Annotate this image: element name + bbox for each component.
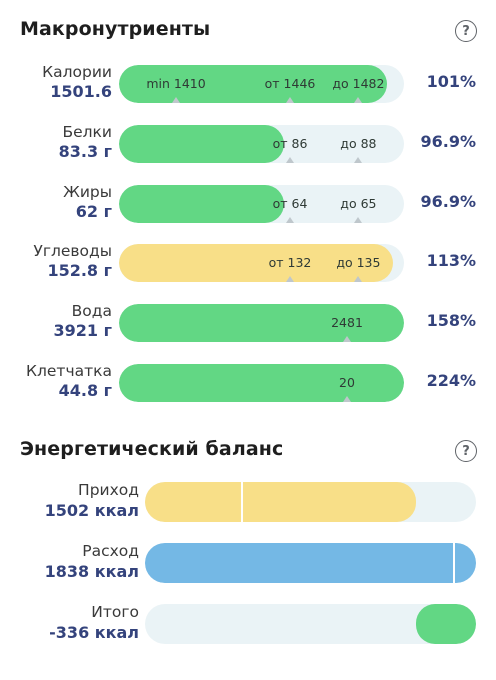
target-marker-label: до 1482 [332,76,385,91]
target-marker-label: 20 [339,375,355,390]
energy-row[interactable]: Итого -336 ккал [0,602,496,646]
macro-value: 1501.6 [50,82,112,101]
progress-fill [119,364,404,402]
macro-name: Клетчатка [25,362,112,380]
energy-track [145,543,476,583]
progress-track: 20 [119,364,404,402]
energy-fill [416,604,476,644]
energy-value: 1502 ккал [44,501,139,520]
question-circle-icon[interactable]: ? [455,20,477,42]
energy-fill [145,543,476,583]
energy-balance-title: Энергетический баланс [20,438,284,460]
segment-divider [452,543,455,583]
energy-row[interactable]: Расход 1838 ккал [0,541,496,585]
macro-label: Белки 83.3 г [59,123,112,162]
energy-label: Расход 1838 ккал [45,541,139,582]
question-circle-icon[interactable]: ? [455,440,477,462]
macro-percent: 96.9% [420,132,476,151]
target-marker-label: 2481 [331,315,363,330]
progress-track: от 86 до 88 [119,125,404,163]
macro-row[interactable]: Калории 1501.6 min 1410 от 1446 до 1482 101% [0,63,496,105]
macro-row[interactable]: Углеводы 152.8 г от 132 до 135 113% [0,242,496,284]
macro-percent: 101% [426,72,476,91]
energy-value: -336 ккал [49,623,139,642]
marker-caret-icon [354,276,363,282]
progress-track: от 64 до 65 [119,185,404,223]
marker-caret-icon [343,336,351,342]
target-marker-label: до 65 [340,196,377,211]
macro-percent: 158% [426,311,476,330]
energy-name: Расход [82,542,139,560]
target-marker-label: от 86 [272,136,308,151]
macro-name: Углеводы [33,242,112,260]
progress-fill [119,65,387,103]
macro-name: Белки [62,123,112,141]
macro-name: Вода [71,302,112,320]
target-marker-label: от 132 [268,255,312,270]
marker-caret-icon [354,97,363,103]
energy-name: Приход [78,481,139,499]
marker-caret-icon [286,157,294,163]
energy-track [145,604,476,644]
marker-caret-icon [354,217,363,223]
macro-label: Жиры 62 г [63,183,112,222]
macro-value: 44.8 г [58,381,112,400]
marker-caret-icon [286,276,294,282]
macronutrients-title: Макронутриенты [20,18,211,40]
macro-row[interactable]: Белки 83.3 г от 86 до 88 96.9% [0,123,496,165]
target-marker-label: от 1446 [264,76,316,91]
macro-row[interactable]: Вода 3921 г 2481 158% [0,302,496,344]
progress-fill [119,185,285,223]
macro-name: Калории [42,63,112,81]
energy-label: Приход 1502 ккал [45,480,139,521]
progress-track: от 132 до 135 [119,244,404,282]
energy-row[interactable]: Приход 1502 ккал [0,480,496,524]
progress-track: 2481 [119,304,404,342]
energy-value: 1838 ккал [44,562,139,581]
macro-name: Жиры [63,183,112,201]
marker-caret-icon [286,217,294,223]
marker-caret-icon [172,97,180,103]
marker-caret-icon [354,157,363,163]
macro-percent: 96.9% [420,192,476,211]
segment-divider [240,482,243,522]
macro-value: 62 г [75,202,112,221]
progress-fill [119,304,404,342]
energy-name: Итого [91,603,139,621]
progress-track: min 1410 от 1446 до 1482 [119,65,404,103]
macro-label: Калории 1501.6 [42,63,112,102]
progress-fill [119,125,285,163]
target-marker-label: от 64 [272,196,308,211]
energy-label: Итого -336 ккал [49,602,139,643]
macro-value: 152.8 г [47,261,112,280]
target-marker-label: до 135 [336,255,381,270]
macro-percent: 224% [426,371,476,390]
macro-value: 83.3 г [58,142,112,161]
energy-track [145,482,476,522]
progress-fill [119,244,393,282]
target-marker-label: min 1410 [146,76,206,91]
macro-percent: 113% [426,251,476,270]
macro-label: Углеводы 152.8 г [33,242,112,281]
macro-value: 3921 г [53,321,112,340]
target-marker-label: до 88 [340,136,377,151]
marker-caret-icon [343,396,351,402]
macro-label: Вода 3921 г [54,302,112,341]
macro-row[interactable]: Жиры 62 г от 64 до 65 96.9% [0,183,496,225]
energy-fill [145,482,417,522]
marker-caret-icon [286,97,294,103]
macro-label: Клетчатка 44.8 г [26,362,112,401]
macro-row[interactable]: Клетчатка 44.8 г 20 224% [0,362,496,404]
